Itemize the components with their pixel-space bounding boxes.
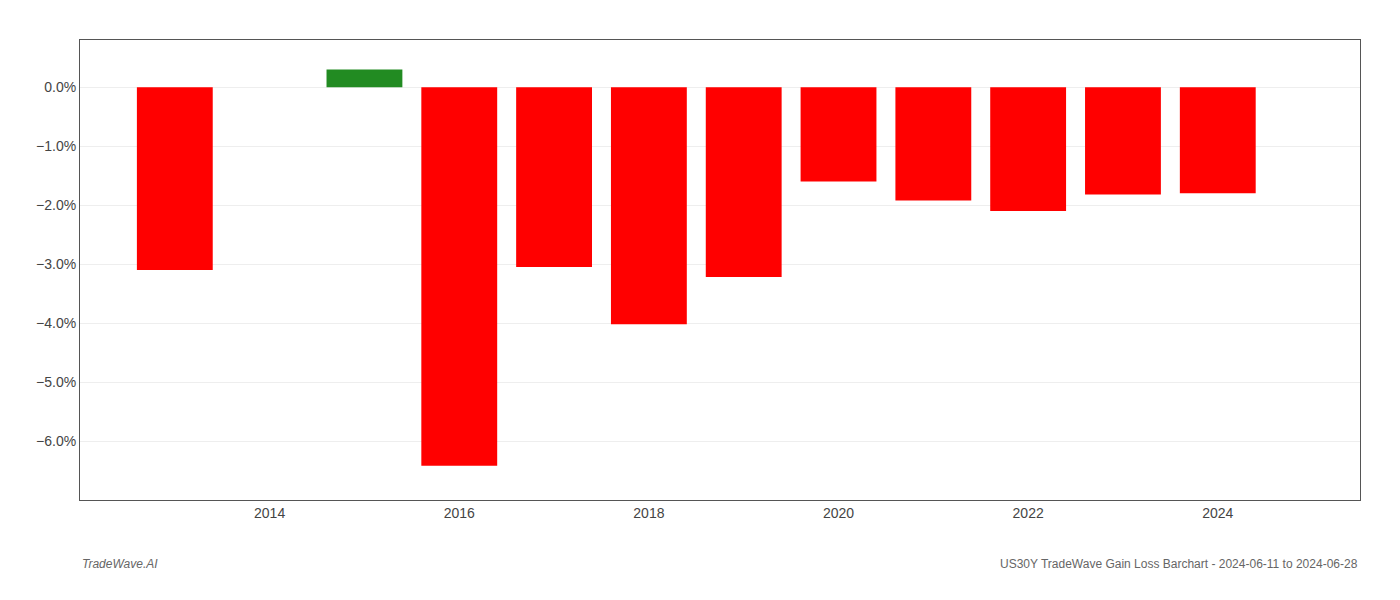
svg-text:0.0%: 0.0% [44, 79, 76, 95]
svg-text:2024: 2024 [1202, 505, 1233, 521]
svg-text:2020: 2020 [823, 505, 854, 521]
svg-text:−3.0%: −3.0% [36, 256, 76, 272]
svg-text:TradeWave.AI: TradeWave.AI [82, 557, 158, 571]
svg-text:2014: 2014 [254, 505, 285, 521]
svg-text:2022: 2022 [1013, 505, 1044, 521]
svg-text:−2.0%: −2.0% [36, 197, 76, 213]
svg-text:−1.0%: −1.0% [36, 138, 76, 154]
svg-text:2018: 2018 [633, 505, 664, 521]
svg-text:2016: 2016 [444, 505, 475, 521]
svg-text:−5.0%: −5.0% [36, 374, 76, 390]
svg-text:US30Y TradeWave Gain Loss Barc: US30Y TradeWave Gain Loss Barchart - 202… [1000, 557, 1358, 571]
svg-text:−6.0%: −6.0% [36, 433, 76, 449]
svg-text:−4.0%: −4.0% [36, 315, 76, 331]
